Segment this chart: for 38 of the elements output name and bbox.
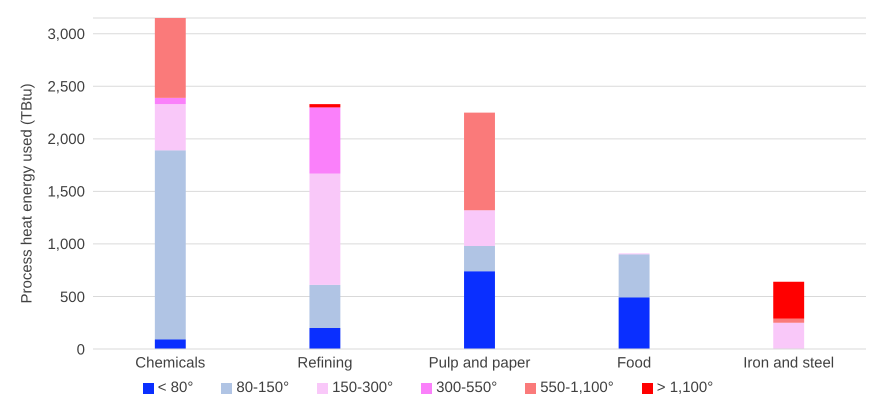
bar (464, 112, 495, 210)
x-tick-label: Food (617, 354, 652, 372)
bar (154, 18, 186, 98)
legend-label: 150-300° (332, 379, 394, 396)
legend-label: 80-150° (236, 379, 290, 396)
bar (773, 322, 804, 349)
y-tick-label: 500 (60, 288, 85, 306)
bar (154, 150, 186, 340)
bar (309, 284, 340, 328)
x-tick-label: Iron and steel (743, 354, 834, 372)
bar (309, 328, 340, 349)
legend-label: > 1,100° (656, 379, 714, 396)
bar (309, 104, 340, 108)
bar (154, 104, 186, 150)
y-tick-label: 1,500 (47, 184, 85, 201)
bar (154, 340, 186, 349)
bar (618, 298, 650, 349)
bar (464, 210, 495, 246)
bar (154, 98, 186, 104)
legend-label: < 80° (158, 379, 194, 396)
x-tick-label: Pulp and paper (428, 354, 530, 372)
legend-label: 300-550° (436, 379, 498, 396)
y-tick-label: 3,000 (47, 26, 85, 44)
bar (309, 174, 340, 285)
bar (773, 318, 804, 323)
legend-label: 550-1,100° (540, 379, 614, 396)
y-tick-label: 0 (76, 341, 85, 358)
bar (464, 246, 495, 272)
bar (773, 282, 804, 319)
y-axis-title: Process heat energy used (TBtu) (18, 83, 36, 304)
bar (464, 271, 495, 349)
bar (618, 254, 650, 298)
x-tick-label: Chemicals (135, 354, 206, 372)
y-tick-label: 2,500 (47, 78, 85, 96)
bar (309, 107, 340, 174)
y-tick-label: 1,000 (47, 236, 85, 254)
y-tick-label: 2,000 (47, 131, 85, 148)
x-tick-label: Refining (297, 354, 352, 372)
